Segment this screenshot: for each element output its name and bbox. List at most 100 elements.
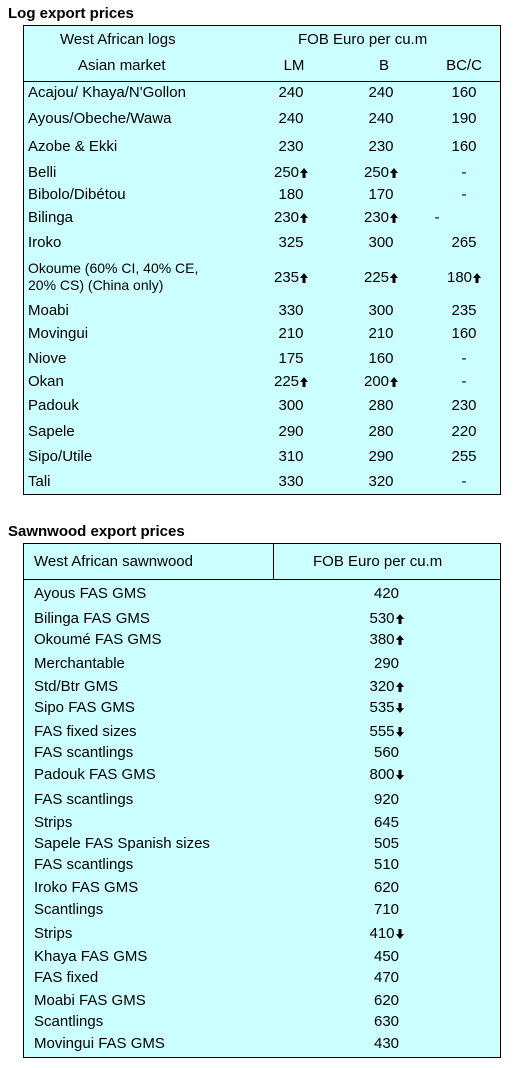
log-price-table: West African logs Asian market FOB Euro …: [23, 25, 501, 495]
sawn-row-price: 800: [349, 766, 424, 783]
log-row-name: Iroko: [28, 234, 62, 251]
log-row-lm: 330: [278, 302, 304, 319]
sawn-row-name: FAS fixed sizes: [34, 723, 137, 740]
log-row-bcc: -: [461, 350, 467, 367]
log-row-bcc: 220: [451, 423, 477, 440]
sawn-row-price: 290: [373, 655, 400, 672]
log-row-bcc: 255: [451, 448, 477, 465]
sawn-row-name: FAS scantlings: [34, 856, 134, 873]
arrow-up-icon: [390, 377, 399, 388]
sawn-header-vdivider: [273, 544, 274, 579]
arrow-up-icon: [395, 682, 404, 693]
log-row-b: 320: [368, 473, 394, 490]
sawn-row-name: Padouk FAS GMS: [34, 766, 156, 783]
sawn-price-table: West African sawnwood FOB Euro per cu.m …: [23, 543, 501, 1058]
arrow-down-icon: [395, 703, 404, 714]
arrow-down-icon: [395, 770, 404, 781]
arrow-up-icon: [300, 273, 309, 284]
sawn-row-name: Khaya FAS GMS: [34, 948, 148, 965]
sawn-row-price: 505: [373, 835, 400, 852]
log-section-title: Log export prices: [8, 5, 134, 22]
log-row-name: Sipo/Utile: [28, 448, 93, 465]
arrow-up-icon: [395, 614, 404, 625]
log-row-b: 230: [368, 138, 394, 155]
arrow-up-icon: [473, 273, 482, 284]
sawn-row-price: 320: [349, 678, 424, 695]
sawn-row-name: Bilinga FAS GMS: [34, 610, 150, 627]
sawn-row-price: 710: [373, 901, 400, 918]
sawn-row-name: Moabi FAS GMS: [34, 992, 146, 1009]
sawn-row-name: Strips: [34, 925, 73, 942]
log-row-name-line2: 20% CS) (China only): [28, 277, 164, 293]
log-row-bcc: 235: [451, 302, 477, 319]
sawn-col1-header: West African sawnwood: [34, 553, 193, 570]
sawn-row-name: Scantlings: [34, 901, 104, 918]
log-row-bcc: -: [461, 186, 467, 203]
log-row-name: Tali: [28, 473, 51, 490]
sawn-row-name: Sipo FAS GMS: [34, 699, 135, 716]
log-row-lm: 330: [278, 473, 304, 490]
log-row-lm: 230: [278, 138, 304, 155]
log-row-b: 210: [368, 325, 394, 342]
sawn-row-price: 530: [349, 610, 424, 627]
log-row-name: Okoume (60% CI, 40% CE,: [28, 260, 199, 276]
log-row-b: 160: [368, 350, 394, 367]
sawn-header-divider: [24, 579, 500, 580]
sawn-row-name: Merchantable: [34, 655, 125, 672]
log-row-name: Bilinga: [28, 209, 74, 226]
log-row-bcc: 190: [451, 110, 477, 127]
sawn-row-price: 510: [373, 856, 400, 873]
sawn-row-price: 555: [349, 723, 424, 740]
log-row-b: 280: [368, 397, 394, 414]
sawn-row-name: Sapele FAS Spanish sizes: [34, 835, 210, 852]
sawn-row-price: 535: [349, 699, 424, 716]
sawn-row-name: Std/Btr GMS: [34, 678, 119, 695]
sawn-row-price: 410: [349, 925, 424, 942]
arrow-up-icon: [390, 213, 399, 224]
log-row-name: Azobe & Ekki: [28, 138, 118, 155]
log-row-name: Padouk: [28, 397, 79, 414]
log-row-b: 240: [368, 110, 394, 127]
log-row-lm: 290: [278, 423, 304, 440]
log-price-header: FOB Euro per cu.m: [298, 31, 428, 48]
log-row-lm: 250: [256, 164, 326, 181]
arrow-up-icon: [300, 377, 309, 388]
sawn-row-name: Okoumé FAS GMS: [34, 631, 162, 648]
arrow-down-icon: [395, 727, 404, 738]
log-row-b: 170: [368, 186, 394, 203]
log-col1-header-line2: Asian market: [78, 57, 166, 74]
sawn-row-name: Iroko FAS GMS: [34, 879, 139, 896]
log-header-divider: [24, 81, 500, 82]
log-row-b: 200: [346, 373, 416, 390]
log-row-b: 280: [368, 423, 394, 440]
sawn-row-price: 620: [373, 879, 400, 896]
log-col-b-header: B: [378, 57, 389, 74]
sawn-row-name: Ayous FAS GMS: [34, 585, 147, 602]
log-row-bcc: 160: [451, 138, 477, 155]
sawn-row-price: 420: [373, 585, 400, 602]
sawn-row-price: 380: [349, 631, 424, 648]
log-row-bcc: -: [434, 209, 440, 226]
log-row-name: Movingui: [28, 325, 89, 342]
arrow-up-icon: [390, 273, 399, 284]
log-row-name: Okan: [28, 373, 64, 390]
sawn-row-price: 645: [373, 814, 400, 831]
log-row-lm: 210: [278, 325, 304, 342]
log-row-bcc: 230: [451, 397, 477, 414]
log-row-lm: 180: [278, 186, 304, 203]
log-row-bcc: -: [461, 164, 467, 181]
log-row-b: 300: [368, 302, 394, 319]
log-row-b: 250: [346, 164, 416, 181]
sawn-row-price: 430: [373, 1035, 400, 1052]
log-row-b: 290: [368, 448, 394, 465]
log-row-lm: 310: [278, 448, 304, 465]
log-row-name: Niove: [28, 350, 67, 367]
log-row-b: 240: [368, 84, 394, 101]
arrow-up-icon: [300, 168, 309, 179]
sawn-row-price: 920: [373, 791, 400, 808]
log-row-name: Moabi: [28, 302, 69, 319]
sawn-row-name: Movingui FAS GMS: [34, 1035, 165, 1052]
sawn-row-name: FAS scantlings: [34, 791, 134, 808]
log-row-lm: 325: [278, 234, 304, 251]
log-row-name: Belli: [28, 164, 57, 181]
